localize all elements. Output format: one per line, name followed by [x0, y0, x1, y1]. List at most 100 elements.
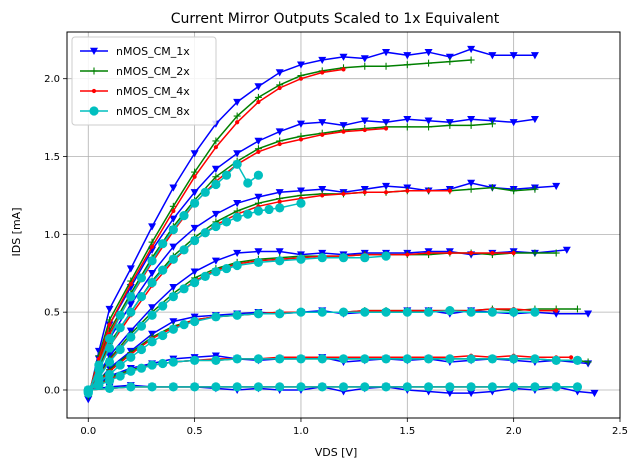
- data-point: [115, 344, 125, 355]
- data-point: [212, 173, 220, 181]
- data-point: [341, 67, 346, 72]
- data-point: [403, 61, 411, 69]
- data-point: [509, 354, 519, 364]
- series-line: [87, 182, 557, 395]
- data-point: [128, 282, 133, 287]
- data-point: [402, 354, 412, 364]
- data-point: [253, 257, 264, 267]
- data-point: [339, 53, 348, 61]
- data-point: [158, 358, 168, 369]
- data-point: [233, 249, 242, 258]
- data-point: [275, 203, 285, 213]
- data-point: [320, 193, 325, 198]
- data-point: [360, 382, 370, 392]
- data-point: [530, 382, 540, 392]
- data-point: [90, 67, 98, 75]
- data-point: [487, 382, 497, 392]
- data-point: [94, 380, 104, 390]
- data-point: [211, 267, 221, 277]
- data-point: [552, 310, 561, 318]
- data-point: [148, 246, 157, 254]
- data-point: [107, 322, 112, 327]
- data-point: [211, 165, 220, 173]
- data-point: [115, 310, 125, 320]
- data-point: [213, 145, 218, 150]
- data-point: [423, 382, 434, 392]
- data-point: [296, 354, 306, 364]
- data-point: [211, 179, 221, 190]
- data-point: [275, 69, 284, 77]
- data-point: [296, 307, 306, 317]
- data-point: [221, 263, 232, 274]
- data-point: [126, 291, 136, 302]
- data-point: [275, 128, 284, 136]
- data-point: [466, 382, 476, 392]
- x-axis-label: VDS [V]: [315, 446, 358, 459]
- x-tick-label: 0.0: [80, 426, 96, 437]
- data-point: [191, 168, 199, 176]
- data-point: [447, 188, 452, 193]
- data-point: [126, 301, 135, 309]
- x-tick-label: 1.0: [293, 426, 309, 437]
- data-point: [403, 115, 412, 124]
- data-point: [200, 228, 210, 238]
- data-point: [221, 217, 232, 227]
- data-point: [445, 53, 454, 61]
- data-point: [405, 188, 410, 193]
- data-point: [445, 389, 454, 398]
- data-point: [552, 249, 560, 257]
- data-point: [104, 334, 115, 344]
- data-point: [211, 355, 221, 366]
- data-point: [530, 52, 539, 60]
- data-point: [338, 382, 349, 392]
- data-point: [104, 383, 115, 394]
- data-point: [490, 250, 495, 256]
- legend-box: [71, 36, 217, 126]
- data-point: [402, 382, 412, 392]
- data-point: [126, 382, 136, 392]
- data-point: [275, 382, 285, 392]
- data-point: [104, 343, 115, 353]
- plot-area: [83, 45, 599, 404]
- data-point: [360, 117, 369, 125]
- data-point: [253, 309, 264, 319]
- data-point: [192, 174, 197, 179]
- data-point: [126, 352, 136, 362]
- data-point: [147, 360, 157, 370]
- data-point: [89, 106, 99, 116]
- data-point: [169, 215, 178, 223]
- data-point: [318, 119, 327, 127]
- data-point: [487, 307, 497, 317]
- series-line: [87, 249, 567, 394]
- data-point: [126, 265, 135, 273]
- x-tick-label: 2.5: [612, 426, 628, 437]
- data-point: [115, 360, 125, 370]
- data-point: [509, 382, 519, 392]
- data-point: [126, 307, 136, 317]
- data-point: [510, 187, 518, 195]
- data-point: [338, 253, 349, 263]
- data-point: [179, 211, 189, 221]
- data-point: [115, 371, 125, 381]
- data-point: [361, 62, 369, 70]
- data-point: [256, 149, 261, 154]
- data-point: [488, 52, 497, 60]
- data-point: [254, 83, 263, 91]
- data-point: [381, 251, 391, 261]
- data-point: [466, 354, 476, 364]
- data-point: [318, 56, 327, 65]
- data-point: [158, 330, 168, 341]
- data-point: [253, 354, 264, 364]
- data-point: [94, 365, 104, 375]
- data-point: [362, 190, 367, 195]
- data-point: [467, 115, 476, 124]
- series-line: [87, 309, 535, 391]
- data-point: [320, 132, 325, 137]
- data-point: [509, 307, 519, 317]
- data-point: [105, 305, 114, 314]
- series-line: [87, 308, 557, 393]
- data-point: [298, 137, 304, 142]
- data-point: [425, 123, 433, 131]
- data-point: [211, 210, 220, 219]
